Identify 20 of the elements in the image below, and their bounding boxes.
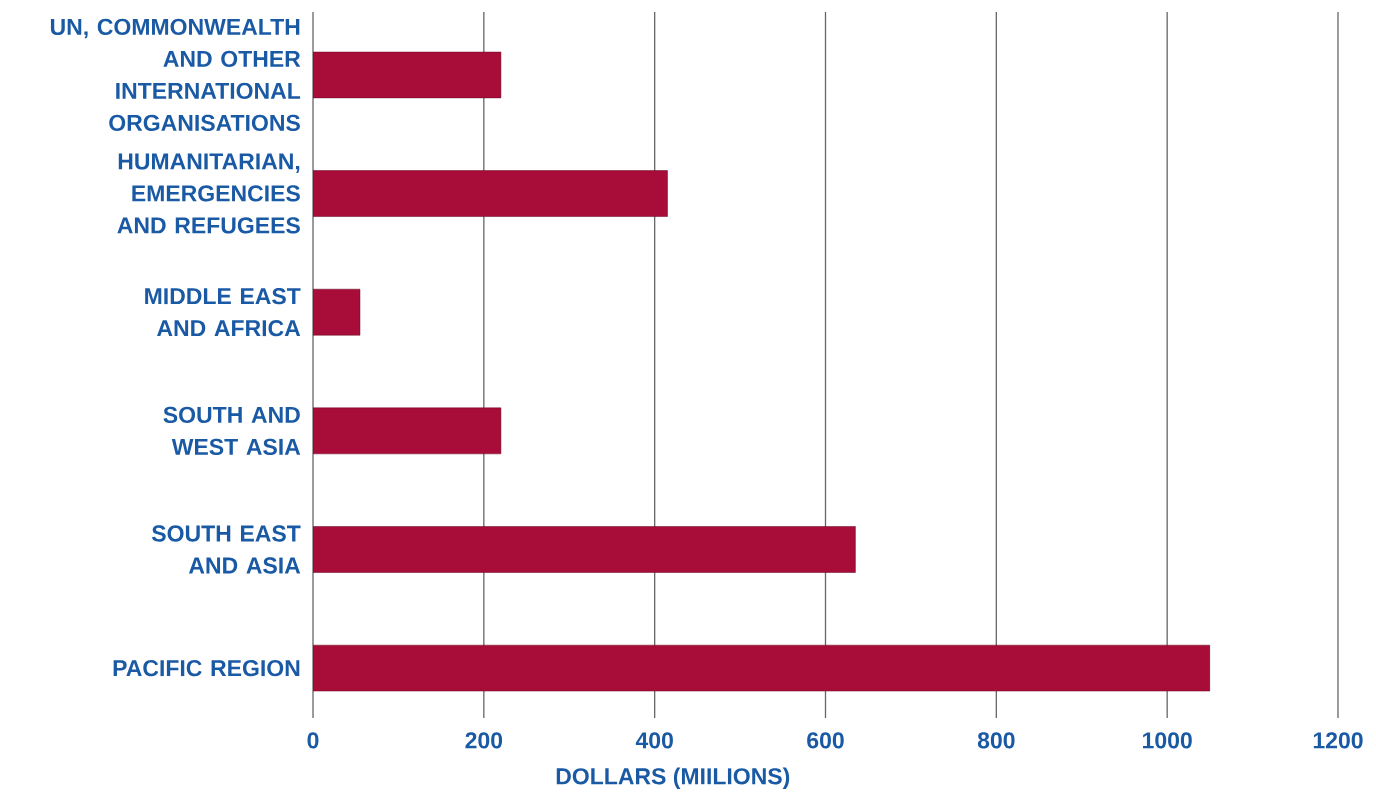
x-tick-label: 200: [465, 732, 503, 749]
x-tick-label: 1200: [1313, 732, 1363, 749]
x-tick-label: 1000: [1143, 732, 1192, 749]
x-tick-label: 0: [307, 732, 319, 749]
y-tick-label: HUMANITARIAN, EMERGENCIES AND REFUGEES: [117, 153, 300, 234]
bar: [313, 407, 502, 455]
x-tick-label: 600: [807, 732, 844, 749]
y-tick-label: PACIFIC REGION: [113, 660, 300, 677]
bar: [313, 51, 502, 99]
y-tick-label: MIDDLE EAST AND AFRICA: [145, 288, 301, 337]
y-tick-label: SOUTH AND WEST ASIA: [163, 406, 301, 455]
y-tick-label: UN, COMMONWEALTH AND OTHER INTERNATIONAL ORGANISATIONS: [50, 18, 301, 132]
x-tick-label: 400: [635, 732, 673, 749]
bar: [313, 644, 1211, 692]
bar: [313, 170, 668, 217]
y-tick-label: SOUTH EAST AND ASIA: [151, 525, 301, 574]
x-tick-label: 800: [977, 732, 1015, 749]
x-axis-title: DOLLARS (MIILIONS): [556, 767, 790, 789]
bar: [313, 526, 856, 573]
bar: [313, 288, 361, 336]
